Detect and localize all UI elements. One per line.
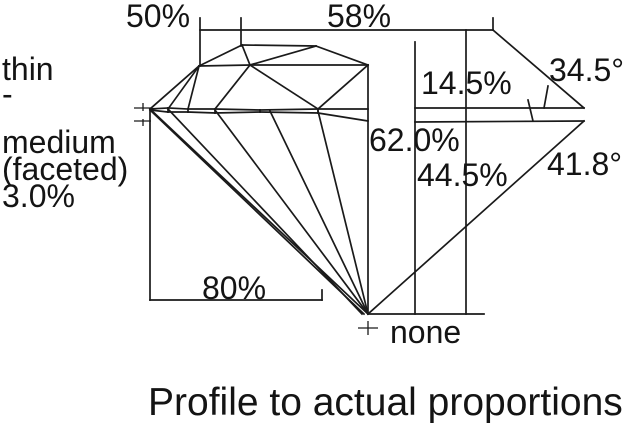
svg-text:62.0%: 62.0% [369, 122, 460, 158]
svg-text:58%: 58% [327, 0, 391, 34]
svg-text:34.5°: 34.5° [549, 52, 624, 88]
svg-text:Profile to actual proportions: Profile to actual proportions [148, 381, 623, 424]
svg-text:50%: 50% [126, 0, 190, 34]
svg-text:none: none [390, 314, 461, 350]
svg-text:3.0%: 3.0% [2, 178, 75, 214]
svg-text:14.5%: 14.5% [421, 65, 512, 101]
svg-text:-: - [2, 76, 13, 112]
svg-text:80%: 80% [202, 270, 266, 306]
svg-text:41.8°: 41.8° [547, 146, 622, 182]
svg-text:44.5%: 44.5% [417, 157, 508, 193]
